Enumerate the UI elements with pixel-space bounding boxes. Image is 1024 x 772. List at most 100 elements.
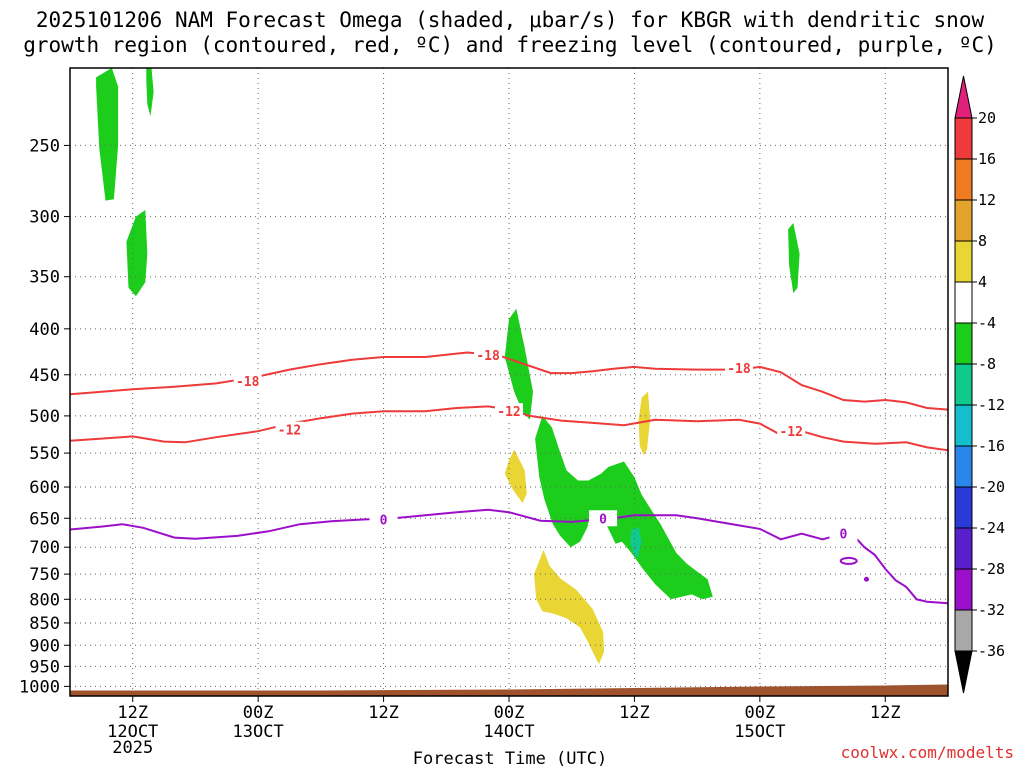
y-tick-label-500: 500: [29, 407, 60, 427]
colorbar: 20 16 12 8 4 -4 -8 -12 -16 -20 -24 -28 -32 -36: [954, 75, 1005, 694]
colorbar-label--36: -36: [978, 642, 1005, 660]
contour-label-bg: [474, 347, 503, 364]
contour-label-bg: [495, 403, 523, 420]
colorbar-label--4: -4: [978, 314, 996, 332]
terrain-ground: [70, 684, 948, 696]
colorbar-label--12: -12: [978, 396, 1005, 414]
omega-region-teal-small: [630, 527, 642, 559]
y-tick-label-850: 850: [29, 614, 60, 634]
omega-region-green-main: [535, 415, 713, 600]
y-tick-label-800: 800: [29, 590, 60, 610]
y-tick-label-450: 450: [29, 366, 60, 386]
contour-label-bg: [275, 421, 304, 438]
contour-label--12: -12: [497, 405, 520, 420]
x-tick-label-84: 12Z: [870, 703, 901, 723]
colorbar-label--32: -32: [978, 601, 1005, 619]
y-tick-label-600: 600: [29, 478, 60, 498]
contour-line--12: [70, 405, 948, 452]
colorbar-label-4: 4: [978, 273, 987, 291]
colorbar-label-12: 12: [978, 191, 996, 209]
colorbar-swatch: [954, 281, 973, 324]
x-tick-sublabel: 2025: [112, 738, 153, 758]
y-tick-label-900: 900: [29, 636, 60, 656]
colorbar-label-16: 16: [978, 150, 996, 168]
colorbar-swatch: [954, 199, 973, 242]
x-tick-sublabel: 15OCT: [734, 722, 785, 742]
omega-region-yellow-2: [638, 391, 651, 456]
omega-region-green-upper-4: [788, 223, 800, 294]
chart-title: 2025101206 NAM Forecast Omega (shaded, μ…: [23, 8, 997, 57]
contour-label-bg: [724, 359, 753, 376]
colorbar-label-20: 20: [978, 109, 996, 127]
y-tick-label-950: 950: [29, 657, 60, 677]
omega-region-green-upper-3: [126, 210, 148, 297]
y-tick-label-350: 350: [29, 268, 60, 288]
colorbar-label--24: -24: [978, 519, 1005, 537]
colorbar-swatch: [954, 404, 973, 447]
contour-label-bg: [369, 511, 398, 528]
y-tick-label-650: 650: [29, 509, 60, 529]
contour-label-bg: [829, 525, 858, 542]
y-tick-label-400: 400: [29, 320, 60, 340]
contour-label--12: -12: [779, 425, 802, 440]
contour-label-0: 0: [380, 513, 388, 528]
y-axis: 2503003504004505005506006507007508008509…: [19, 136, 70, 697]
plot-frame: [69, 67, 949, 697]
y-tick-label-550: 550: [29, 444, 60, 464]
colorbar-label-8: 8: [978, 232, 987, 250]
omega-region-yellow-1: [504, 449, 527, 503]
colorbar-top-arrow: [954, 75, 973, 119]
plot-area: -18 -18 -18 -12 -12 -12 0 0 0: [69, 67, 949, 697]
contour-line--18: [70, 351, 948, 411]
x-tick-label-24: 00Z: [243, 703, 274, 723]
y-tick-label-250: 250: [29, 136, 60, 156]
colorbar-bottom-arrow: [954, 650, 973, 694]
x-tick-sublabel: 14OCT: [483, 722, 534, 742]
contour-label-bg: [589, 510, 618, 527]
freezing-level-dot: [863, 576, 869, 582]
contour-label--18: -18: [727, 362, 751, 377]
colorbar-swatch: [954, 527, 973, 570]
x-tick-sublabel: 12OCT: [107, 722, 158, 742]
contour-label-0: 0: [599, 512, 607, 527]
omega-region-yellow-3: [534, 550, 605, 665]
colorbar-swatch: [954, 609, 973, 652]
contour-label--18: -18: [476, 349, 500, 364]
x-tick-label-12: 12Z: [117, 703, 148, 723]
contour-label--12: -12: [278, 424, 301, 439]
y-tick-label-1000: 1000: [19, 677, 60, 697]
contour-label-0: 0: [840, 528, 848, 543]
x-tick-label-72: 00Z: [744, 703, 775, 723]
colorbar-swatch: [954, 158, 973, 201]
x-axis-label: Forecast Time (UTC): [413, 749, 607, 768]
contour-label-bg: [233, 372, 262, 389]
y-tick-label-700: 700: [29, 538, 60, 558]
y-tick-label-300: 300: [29, 208, 60, 228]
contour-label--18: -18: [236, 375, 260, 390]
contour-label-bg: [777, 423, 806, 440]
colorbar-label--28: -28: [978, 560, 1005, 578]
title-line-2: growth region (contoured, red, ºC) and f…: [23, 33, 997, 57]
colorbar-swatch: [954, 568, 973, 611]
colorbar-swatch: [954, 445, 973, 488]
colorbar-label--16: -16: [978, 437, 1005, 455]
colorbar-swatch: [954, 240, 973, 283]
colorbar-label--8: -8: [978, 355, 996, 373]
x-tick-sublabel: 13OCT: [233, 722, 284, 742]
omega-region-green-middle-1: [504, 308, 533, 420]
colorbar-swatch: [954, 363, 973, 406]
title-line-1: 2025101206 NAM Forecast Omega (shaded, μ…: [36, 8, 985, 32]
omega-region-green-upper-1: [96, 68, 119, 201]
x-tick-label-60: 12Z: [619, 703, 650, 723]
watermark: coolwx.com/modelts: [841, 743, 1014, 762]
y-tick-label-750: 750: [29, 565, 60, 585]
omega-region-green-upper-2: [146, 68, 154, 117]
colorbar-label--20: -20: [978, 478, 1005, 496]
freezing-level-small-loop: [839, 556, 858, 565]
x-tick-label-36: 12Z: [368, 703, 399, 723]
colorbar-swatch: [954, 117, 973, 160]
colorbar-swatch: [954, 322, 973, 365]
